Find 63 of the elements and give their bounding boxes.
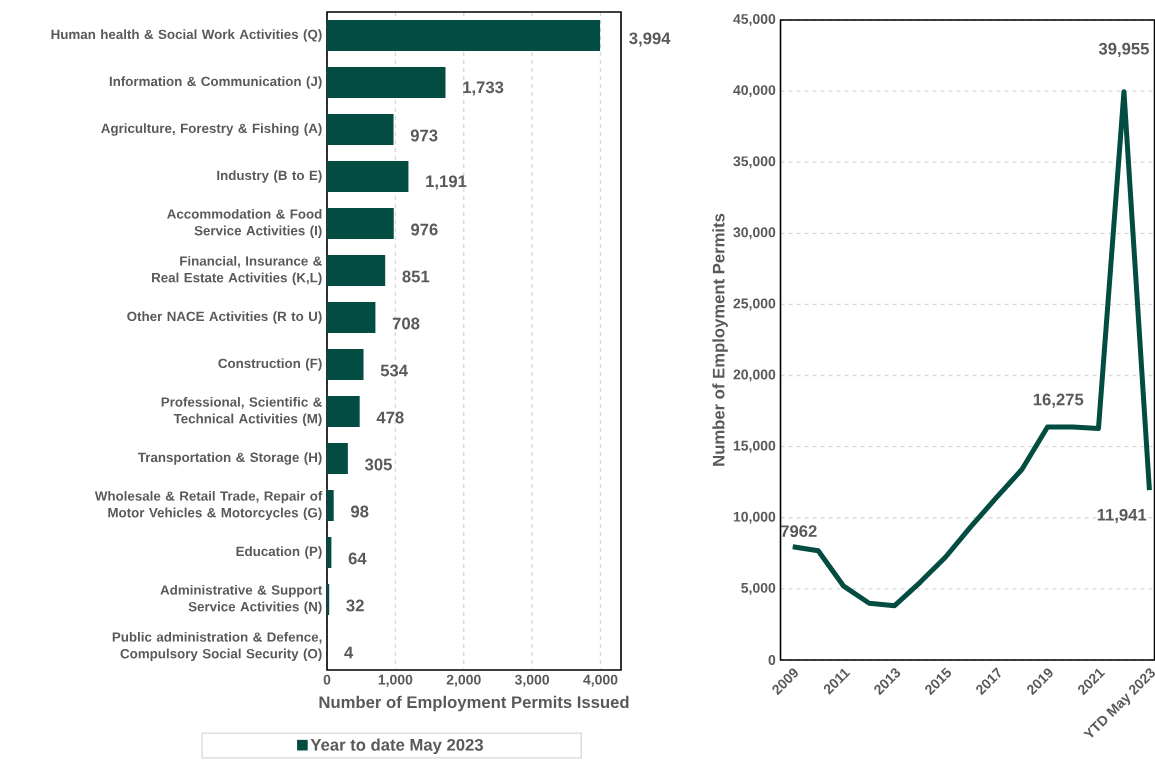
y-tick-label: 30,000 [733,227,776,240]
y-tick-label: 40,000 [733,85,776,98]
y-tick-label: Wholesale & Retail Trade, Repair of Motor Vehicles & Motorcycles (G) [94,490,323,521]
y-tick-label: Agriculture, Forestry & Fishing (A) [101,123,322,136]
x-tick-label: 2,000 [446,674,481,687]
legend-label: Year to date May 2023 [310,738,483,755]
bar [327,19,601,51]
y-tick-label: Human health & Social Work Activities (Q) [51,29,322,42]
y-tick-label: 45,000 [733,14,776,26]
data-label: 305 [364,458,392,471]
bar [327,207,394,239]
bar [327,442,348,474]
data-label: 1,733 [463,81,504,96]
data-label: 976 [411,223,438,236]
y-tick-label: 5,000 [741,582,776,595]
bar [327,395,360,427]
y-tick-label: Financial, Insurance & Real Estate Activities (K,L) [152,255,322,286]
y-tick-label: 0 [768,655,776,665]
x-tick-label: 0 [323,674,331,685]
bar [327,536,332,568]
bar [327,160,409,192]
bar [327,348,364,380]
y-tick-label: Other NACE Activities (R to U) [127,311,322,324]
bar [327,66,446,98]
x-tick-label: 1,000 [378,674,413,687]
bar [327,489,334,521]
y-tick-label: 10,000 [733,511,776,524]
data-label: 708 [392,317,420,330]
data-label: 39,955 [1098,42,1149,58]
data-label: 64 [348,552,367,565]
y-tick-label: Public administration & Defence, Compulsory Social Security (O) [112,631,322,662]
y-tick-label: Education (P) [236,546,322,559]
data-label: 7962 [780,525,817,538]
y-tick-label: 15,000 [733,440,776,453]
y-tick-label: Information & Communication (J) [109,76,322,89]
y-tick-label: Professional, Scientific & Technical Activities (M) [161,396,322,427]
y-tick-label: 35,000 [733,156,776,169]
y-tick-label: Transportation & Storage (H) [137,452,322,465]
y-axis-title: Number of Employment Permits [712,213,728,466]
y-tick-label: 20,000 [733,369,776,382]
data-label: 1,191 [426,175,467,190]
bar [327,583,330,615]
data-label: 98 [351,505,369,518]
data-label: 32 [346,599,364,612]
y-tick-label: Accommodation & Food Service Activities (I) [167,208,322,239]
data-label: 534 [380,364,408,377]
data-label: 973 [410,129,438,142]
data-label: 851 [402,270,430,283]
bar [327,113,394,145]
y-tick-label: Administrative & Support Service Activities (N) [160,584,323,615]
bar [327,254,386,286]
y-tick-label: Industry (B to E) [217,170,322,183]
x-tick-label: 4,000 [583,674,618,687]
data-label: 11,941 [1097,508,1147,524]
data-label: 16,275 [1033,393,1084,408]
x-axis-title: Number of Employment Permits Issued [319,695,629,712]
data-label: 3,994 [629,32,671,47]
x-tick-label: 3,000 [514,674,550,687]
bar [327,301,376,333]
y-tick-label: 25,000 [733,298,776,311]
y-tick-label: Construction (F) [218,358,322,371]
data-label: 478 [376,411,404,424]
data-label: 4 [344,646,354,659]
